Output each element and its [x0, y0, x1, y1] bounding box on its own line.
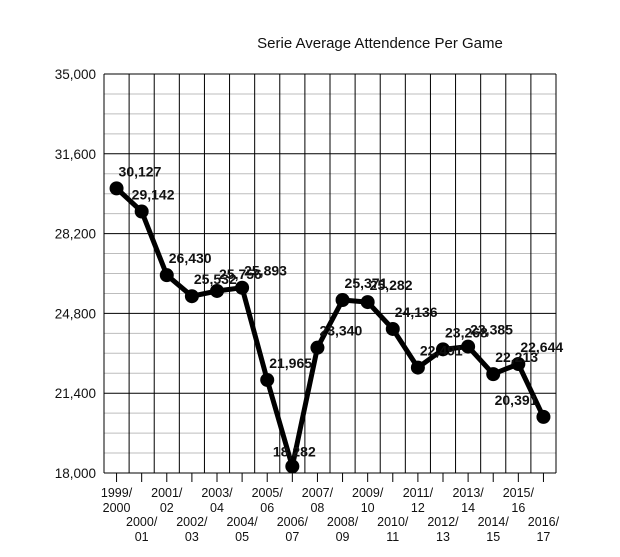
x-tick-label: 2005/06: [252, 486, 284, 515]
data-label: 29,142: [132, 186, 175, 202]
data-label: 25,282: [370, 277, 413, 293]
data-point: [109, 181, 124, 196]
x-tick-label: 2007/08: [302, 486, 334, 515]
grid: [103, 73, 557, 482]
data-point: [536, 409, 551, 424]
chart-title: Serie Average Attendence Per Game: [257, 35, 503, 52]
data-label: 23,385: [470, 322, 513, 338]
data-label: 25,893: [244, 263, 287, 279]
data-point: [310, 340, 325, 355]
data-label: 25,756: [219, 266, 262, 282]
x-tick-label: 2012/13: [427, 515, 459, 544]
x-tick-label: 2016/17: [528, 515, 560, 544]
data-label: 26,430: [169, 250, 212, 266]
y-axis: 35,000 31,600 28,200 24,800 21,400 18,000: [55, 67, 96, 481]
data-label: 22,213: [495, 349, 538, 365]
data-point: [436, 342, 450, 357]
data-point: [184, 289, 199, 304]
data-label: 25,371: [345, 275, 388, 291]
data-label: 24,136: [395, 304, 438, 320]
x-tick-label: 2006/07: [277, 515, 309, 544]
data-label: 23,268: [445, 324, 488, 340]
data-point: [210, 283, 224, 298]
x-tick-label: 2014/15: [478, 515, 510, 544]
data-point: [235, 280, 250, 295]
y-tick-label: 18,000: [55, 466, 96, 481]
x-tick-label: 2015/16: [503, 486, 535, 515]
data-point: [134, 204, 149, 219]
data-point: [410, 360, 425, 375]
x-tick-label: 2003/04: [201, 486, 233, 515]
x-tick-label: 2001/02: [151, 486, 183, 515]
data-point: [159, 268, 174, 283]
data-point: [335, 292, 350, 307]
x-tick-label: 1999/2000: [101, 486, 133, 515]
x-tick-label: 2002/03: [176, 515, 208, 544]
data-point: [486, 367, 501, 382]
data-label: 30,127: [119, 163, 162, 179]
x-tick-label: 2011/12: [403, 486, 434, 515]
data-label: 18,282: [273, 443, 316, 459]
data-point: [360, 295, 375, 310]
data-point: [260, 372, 275, 387]
y-tick-label: 28,200: [55, 227, 96, 242]
data-point: [511, 357, 526, 372]
x-tick-label: 2013/14: [452, 486, 484, 515]
x-tick-label: 2008/09: [327, 515, 359, 544]
y-tick-label: 21,400: [55, 386, 96, 401]
data-label: 23,340: [319, 323, 362, 339]
data-label: 20,391: [495, 392, 538, 408]
data-point: [285, 459, 300, 474]
x-axis: 1999/20002000/012001/022002/032003/04200…: [101, 486, 560, 544]
data-label: 22,644: [520, 339, 563, 355]
series-group: [109, 181, 551, 474]
x-tick-label: 2000/01: [126, 515, 158, 544]
x-tick-label: 2004/05: [226, 515, 258, 544]
data-point: [461, 339, 476, 354]
y-tick-label: 35,000: [55, 67, 96, 82]
data-point: [385, 321, 400, 336]
data-label: 21,965: [269, 355, 312, 371]
x-tick-label: 2009/10: [352, 486, 384, 515]
x-tick-label: 2010/11: [377, 515, 409, 544]
y-tick-label: 24,800: [55, 306, 96, 321]
data-label: 25,532: [194, 271, 237, 287]
data-label: 22,491: [420, 343, 463, 359]
y-tick-label: 31,600: [55, 147, 96, 162]
